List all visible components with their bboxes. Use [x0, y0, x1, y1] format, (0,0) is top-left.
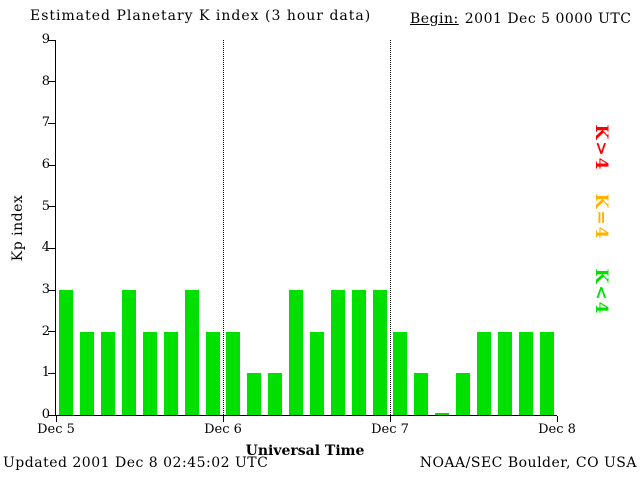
chart-title: Estimated Planetary K index (3 hour data…: [30, 8, 372, 24]
y-tick-label: 4: [41, 240, 50, 256]
x-tick-label: Dec 5: [37, 422, 75, 437]
x-tick-label: Dec 8: [538, 422, 576, 437]
y-tick-label: 8: [41, 73, 50, 89]
y-tick-mark: [48, 122, 56, 124]
updated-timestamp: Updated 2001 Dec 8 02:45:02 UTC: [3, 455, 269, 471]
x-tick-label: Dec 7: [371, 422, 409, 437]
y-tick-label: 3: [41, 282, 50, 297]
x-tick-mark: [556, 416, 558, 422]
y-tick-label: 9: [41, 32, 50, 47]
kp-bar: [497, 331, 512, 415]
y-tick-label: 2: [41, 323, 50, 339]
kp-bar: [122, 290, 137, 415]
begin-timestamp: Begin: 2001 Dec 5 0000 UTC: [410, 11, 631, 27]
y-tick-mark: [48, 206, 56, 208]
y-tick-mark: [48, 164, 56, 166]
y-tick-mark: [48, 331, 56, 333]
x-tick-mark: [222, 416, 224, 422]
y-tick-label: 6: [41, 157, 50, 172]
kp-bar: [393, 331, 408, 415]
day-gridline: [223, 40, 224, 415]
y-tick-mark: [48, 39, 56, 41]
x-tick-label: Dec 6: [204, 422, 242, 437]
kp-bar: [101, 331, 116, 415]
kp-bar: [247, 373, 262, 415]
kp-bar: [268, 373, 283, 415]
kp-bar: [226, 331, 241, 415]
begin-value: 2001 Dec 5 0000 UTC: [464, 11, 632, 27]
credit: NOAA/SEC Boulder, CO USA: [419, 455, 637, 471]
y-tick-label: 0: [41, 407, 50, 422]
kp-bar: [309, 331, 324, 415]
kp-bar: [205, 331, 220, 415]
begin-label: Begin:: [410, 11, 459, 27]
legend-item-k-eq-4: K=4: [591, 193, 611, 241]
kp-bar: [142, 331, 157, 415]
day-gridline: [390, 40, 391, 415]
y-tick-mark: [48, 247, 56, 249]
kp-bar: [435, 413, 450, 415]
kp-bar: [476, 331, 491, 415]
kp-bar: [163, 331, 178, 415]
legend-item-k-lt-4: K<4: [591, 268, 611, 316]
x-tick-mark: [55, 416, 57, 422]
kp-bar: [80, 331, 95, 415]
kp-bar: [372, 290, 387, 415]
kp-bar: [184, 290, 199, 415]
y-tick-label: 5: [41, 198, 50, 214]
x-tick-mark: [389, 416, 391, 422]
y-tick-mark: [48, 372, 56, 374]
kp-bar: [351, 290, 366, 415]
kp-bar: [59, 290, 74, 415]
y-tick-mark: [48, 81, 56, 83]
y-tick-label: 7: [41, 115, 50, 131]
kp-bar: [330, 290, 345, 415]
plot-area: 0 1 2 3 4 5 6 7 8 9 Dec 5 Dec 6 Dec 7 Dec 8: [37, 32, 576, 437]
kp-bar: [456, 373, 471, 415]
kp-bar: [539, 331, 554, 415]
y-tick-mark: [48, 289, 56, 291]
legend-item-k-gt-4: K>4: [591, 124, 611, 172]
kp-bar: [518, 331, 533, 415]
kp-bar: [289, 290, 304, 415]
kp-bar: [414, 373, 429, 415]
y-tick-mark: [48, 414, 56, 416]
x-axis-title: Universal Time: [245, 443, 365, 459]
y-tick-label: 1: [41, 365, 50, 381]
